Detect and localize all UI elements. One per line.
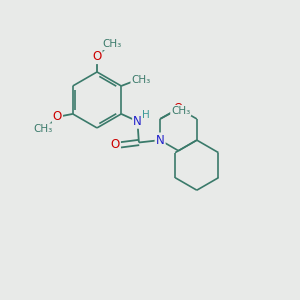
Text: O: O xyxy=(53,110,62,123)
Text: O: O xyxy=(174,102,183,115)
Text: CH₃: CH₃ xyxy=(33,124,52,134)
Text: CH₃: CH₃ xyxy=(131,75,151,85)
Text: O: O xyxy=(111,138,120,151)
Text: CH₃: CH₃ xyxy=(102,39,121,49)
Text: N: N xyxy=(133,115,142,128)
Text: O: O xyxy=(92,50,102,63)
Text: H: H xyxy=(142,110,149,120)
Text: N: N xyxy=(156,134,164,147)
Text: CH₃: CH₃ xyxy=(171,106,190,116)
Text: N: N xyxy=(156,134,164,147)
